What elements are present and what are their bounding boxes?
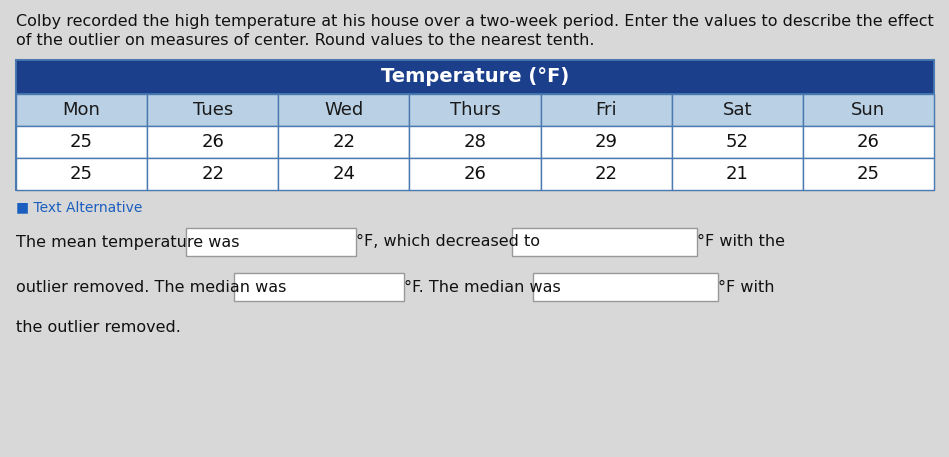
Text: °F with the: °F with the bbox=[698, 234, 786, 250]
Text: 25: 25 bbox=[70, 133, 93, 151]
Text: Fri: Fri bbox=[595, 101, 617, 119]
FancyBboxPatch shape bbox=[16, 94, 147, 126]
Text: Sun: Sun bbox=[851, 101, 885, 119]
FancyBboxPatch shape bbox=[541, 94, 672, 126]
Text: Mon: Mon bbox=[63, 101, 101, 119]
FancyBboxPatch shape bbox=[16, 126, 147, 158]
FancyBboxPatch shape bbox=[409, 158, 541, 190]
FancyBboxPatch shape bbox=[278, 158, 409, 190]
Text: Tues: Tues bbox=[193, 101, 233, 119]
Text: outlier removed. The median was: outlier removed. The median was bbox=[16, 280, 291, 294]
FancyBboxPatch shape bbox=[512, 228, 698, 256]
Text: ■ Text Alternative: ■ Text Alternative bbox=[16, 200, 142, 214]
FancyBboxPatch shape bbox=[672, 94, 803, 126]
Text: 25: 25 bbox=[70, 165, 93, 183]
Text: The mean temperature was: The mean temperature was bbox=[16, 234, 245, 250]
FancyBboxPatch shape bbox=[541, 158, 672, 190]
Text: 22: 22 bbox=[201, 165, 224, 183]
Text: Wed: Wed bbox=[325, 101, 363, 119]
Text: 22: 22 bbox=[595, 165, 618, 183]
Text: Thurs: Thurs bbox=[450, 101, 500, 119]
Text: 28: 28 bbox=[463, 133, 487, 151]
FancyBboxPatch shape bbox=[186, 228, 356, 256]
FancyBboxPatch shape bbox=[409, 126, 541, 158]
Text: 22: 22 bbox=[332, 133, 355, 151]
FancyBboxPatch shape bbox=[16, 60, 934, 94]
FancyBboxPatch shape bbox=[147, 94, 278, 126]
Text: 24: 24 bbox=[332, 165, 355, 183]
Text: Temperature (°F): Temperature (°F) bbox=[381, 68, 569, 86]
Text: 29: 29 bbox=[595, 133, 618, 151]
FancyBboxPatch shape bbox=[147, 158, 278, 190]
Text: 21: 21 bbox=[726, 165, 749, 183]
Text: Colby recorded the high temperature at his house over a two-week period. Enter t: Colby recorded the high temperature at h… bbox=[16, 14, 934, 29]
FancyBboxPatch shape bbox=[672, 126, 803, 158]
Text: °F, which decreased to: °F, which decreased to bbox=[356, 234, 545, 250]
Text: 26: 26 bbox=[201, 133, 224, 151]
Text: the outlier removed.: the outlier removed. bbox=[16, 319, 181, 335]
FancyBboxPatch shape bbox=[409, 94, 541, 126]
Text: Sat: Sat bbox=[722, 101, 752, 119]
Text: °F with: °F with bbox=[717, 280, 774, 294]
FancyBboxPatch shape bbox=[672, 158, 803, 190]
Text: 26: 26 bbox=[463, 165, 487, 183]
FancyBboxPatch shape bbox=[803, 94, 934, 126]
FancyBboxPatch shape bbox=[532, 273, 717, 301]
FancyBboxPatch shape bbox=[16, 158, 147, 190]
FancyBboxPatch shape bbox=[803, 158, 934, 190]
Text: 25: 25 bbox=[857, 165, 880, 183]
FancyBboxPatch shape bbox=[541, 126, 672, 158]
Text: 52: 52 bbox=[726, 133, 749, 151]
FancyBboxPatch shape bbox=[278, 94, 409, 126]
Text: 26: 26 bbox=[857, 133, 880, 151]
Text: °F. The median was: °F. The median was bbox=[403, 280, 566, 294]
Text: of the outlier on measures of center. Round values to the nearest tenth.: of the outlier on measures of center. Ro… bbox=[16, 33, 594, 48]
FancyBboxPatch shape bbox=[147, 126, 278, 158]
FancyBboxPatch shape bbox=[233, 273, 403, 301]
FancyBboxPatch shape bbox=[278, 126, 409, 158]
FancyBboxPatch shape bbox=[803, 126, 934, 158]
